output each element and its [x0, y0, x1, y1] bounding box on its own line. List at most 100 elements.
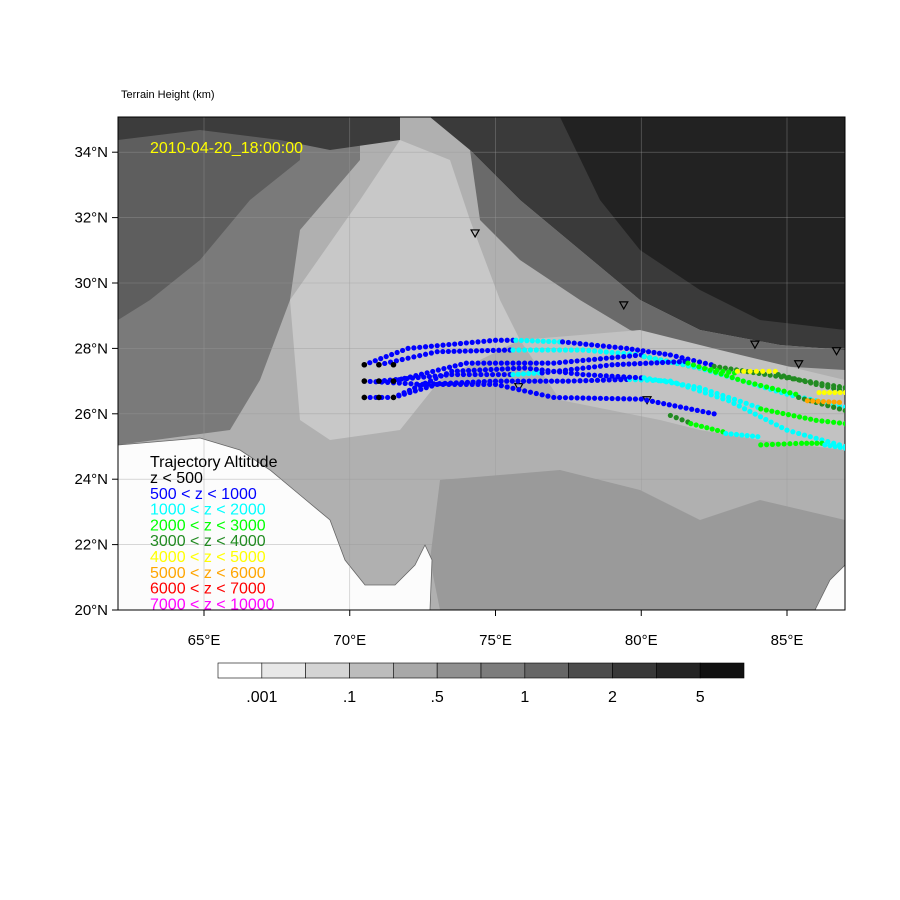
- station-triangle-icon: [513, 383, 524, 392]
- trajectory-point: [672, 403, 678, 409]
- colorbar-swatch: [261, 662, 306, 679]
- trajectory-point: [632, 374, 639, 381]
- trajectory-point: [718, 371, 724, 377]
- trajectory-point: [394, 349, 400, 356]
- trajectory-point: [487, 381, 493, 387]
- trajectory-point: [641, 353, 647, 360]
- trajectory-point: [744, 433, 750, 439]
- trajectory-point: [545, 368, 551, 374]
- trajectory-point: [832, 443, 838, 450]
- trajectory-point: [736, 403, 742, 409]
- trajectory-point: [615, 396, 621, 402]
- trajectory-point: [656, 350, 663, 356]
- lat-tick-label: 26°N: [74, 406, 108, 423]
- legend-item: 6000 < z < 7000: [150, 581, 266, 598]
- station-triangle-icon: [749, 340, 760, 350]
- trajectory-point: [545, 360, 551, 366]
- sea: [118, 437, 433, 610]
- trajectory-point: [696, 364, 702, 370]
- trajectory-point: [586, 364, 592, 371]
- trajectory-point: [632, 352, 639, 359]
- trajectory-point: [700, 408, 706, 415]
- colorbar-label: 1: [520, 689, 529, 706]
- trajectory-point: [472, 371, 478, 378]
- trajectory-point: [597, 372, 604, 379]
- trajectory-point: [562, 359, 569, 365]
- trajectory-point: [451, 348, 457, 354]
- trajectory-point: [516, 365, 522, 371]
- trajectory-point: [546, 338, 552, 345]
- trajectory-point: [490, 347, 496, 354]
- trajectory-point: [708, 388, 714, 395]
- trajectory-point: [482, 367, 489, 373]
- trajectory-point: [487, 360, 493, 366]
- trajectory-point: [484, 371, 490, 378]
- trajectory-point: [466, 371, 472, 378]
- trajectory-point: [626, 361, 632, 367]
- trajectory-point: [831, 399, 837, 405]
- trajectory-point: [603, 349, 609, 355]
- trajectory-point: [505, 366, 511, 372]
- trajectory-point: [532, 378, 538, 384]
- trajectory-point: [825, 419, 831, 425]
- legend-item: 500 < z < 1000: [150, 486, 257, 503]
- colorbar-swatch: [305, 662, 350, 679]
- trajectory-point: [422, 380, 428, 386]
- trajectories: [361, 337, 845, 451]
- trajectory-point: [677, 404, 684, 410]
- trajectory-point: [609, 362, 615, 368]
- trajectory-point: [802, 415, 808, 421]
- trajectory-point: [714, 390, 720, 397]
- trajectory-point: [665, 359, 671, 365]
- trajectory-point: [465, 367, 472, 374]
- trajectory-point: [428, 343, 434, 349]
- trajectory-point: [454, 368, 460, 374]
- trajectory-point: [367, 360, 373, 366]
- trajectory-point: [492, 381, 499, 387]
- trajectory-point: [755, 434, 761, 440]
- trajectory-point: [479, 348, 485, 354]
- trajectory-point: [673, 415, 679, 421]
- trajectory-point: [477, 367, 483, 373]
- trajectory-point: [411, 354, 417, 360]
- trajectory-point: [603, 362, 609, 369]
- terrain-layer: [118, 117, 845, 610]
- trajectory-point: [559, 339, 566, 345]
- trajectory-point: [842, 421, 845, 427]
- trajectory-point: [441, 366, 447, 372]
- trajectory-point: [589, 342, 595, 348]
- trajectory-point: [791, 376, 798, 382]
- trajectory-point: [679, 417, 685, 423]
- trajectory-point: [696, 359, 703, 365]
- trajectory-point: [696, 385, 703, 391]
- trajectory-point: [621, 396, 627, 402]
- trajectory-point: [417, 382, 423, 389]
- trajectory-point: [510, 347, 516, 353]
- trajectory-point: [469, 360, 475, 366]
- trajectory-point: [445, 348, 452, 355]
- trajectory-point: [457, 348, 463, 354]
- trajectory-point: [504, 360, 510, 366]
- trajectory-point: [691, 357, 697, 364]
- trajectory-point: [804, 398, 811, 404]
- trajectory-point: [769, 441, 776, 447]
- trajectory-point: [600, 343, 606, 349]
- trajectory-point: [641, 375, 647, 381]
- trajectory-point: [787, 390, 793, 396]
- trajectory-point: [513, 337, 519, 343]
- trajectory-start-point: [361, 361, 368, 368]
- trajectory-point: [842, 389, 845, 396]
- trajectory-point: [723, 430, 729, 437]
- trajectory-point: [469, 339, 475, 346]
- trajectory-point: [827, 443, 833, 449]
- trajectory-point: [411, 345, 417, 351]
- trajectory-point: [731, 400, 737, 406]
- trajectory-point: [481, 360, 487, 366]
- trajectory-point: [495, 371, 502, 378]
- trajectory-point: [520, 378, 527, 384]
- trajectory-point: [594, 377, 601, 383]
- trajectory-point: [609, 395, 615, 402]
- trajectory-point: [424, 370, 430, 376]
- trajectory-point: [481, 338, 487, 344]
- trajectory-point: [836, 420, 843, 426]
